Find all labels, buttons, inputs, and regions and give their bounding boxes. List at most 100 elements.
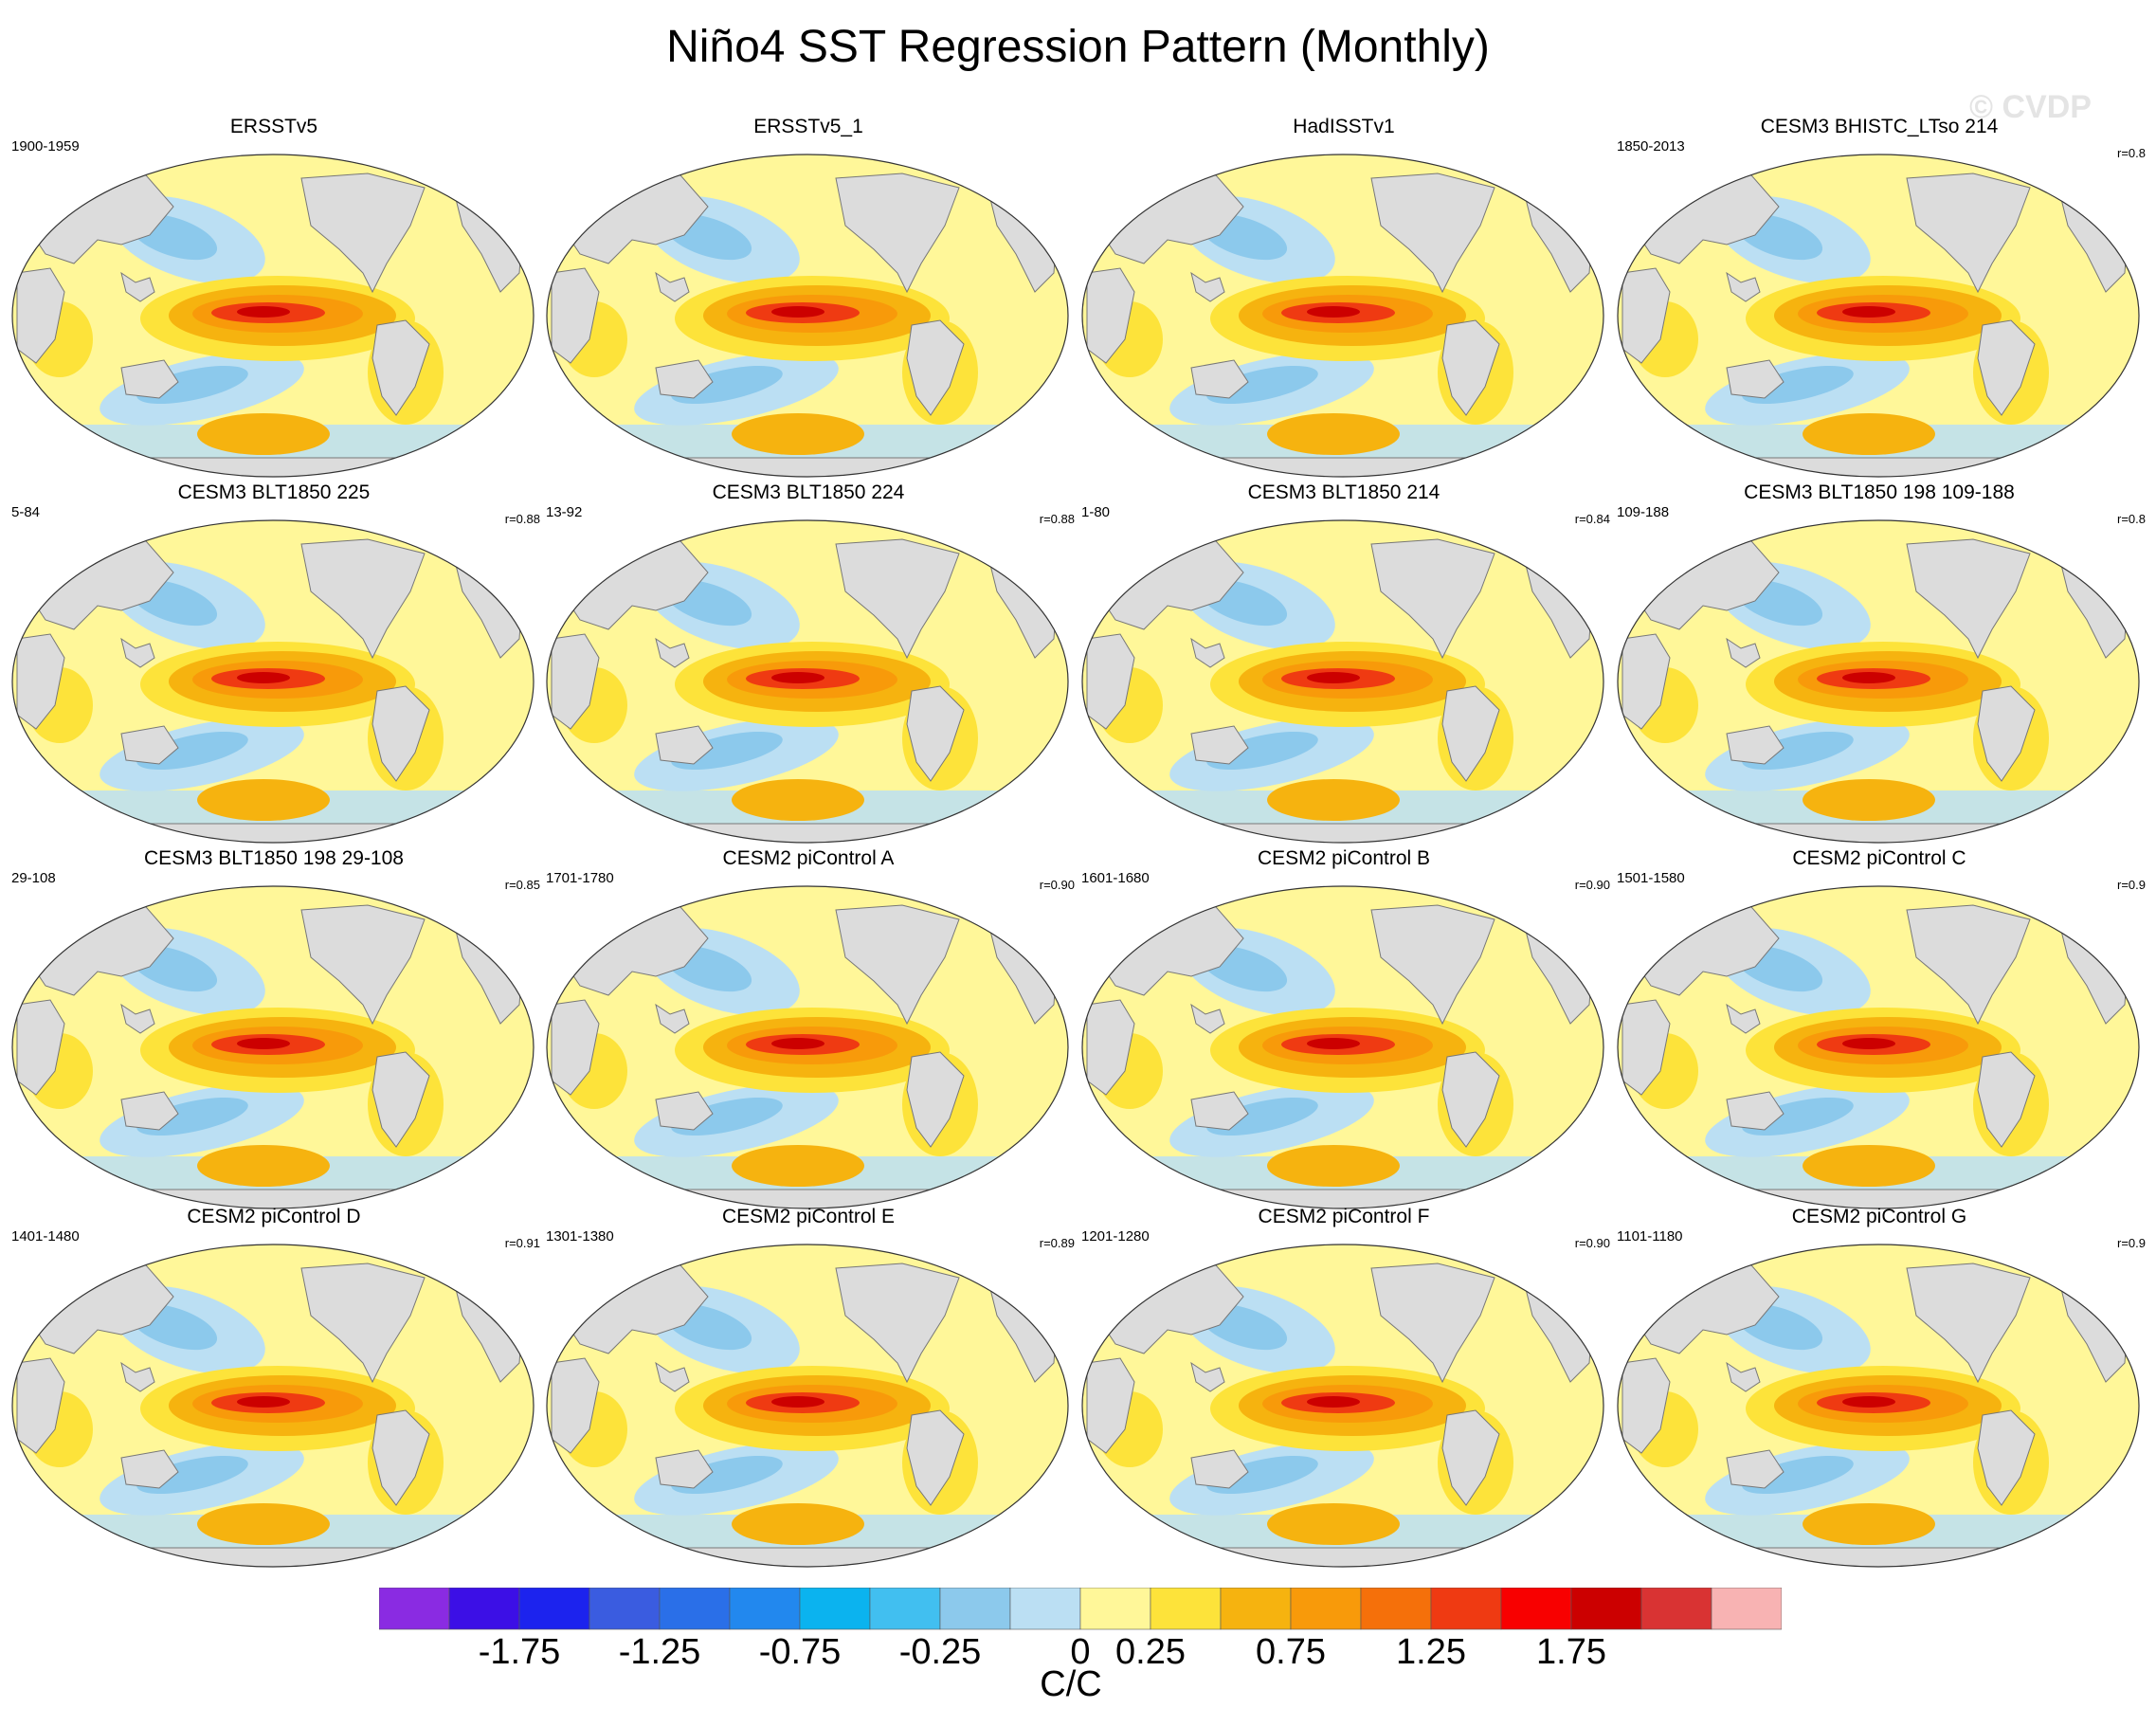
panel-title: CESM2 piControl E xyxy=(721,1206,896,1227)
map-border xyxy=(11,154,534,478)
colorbar-tick-label: 0.25 xyxy=(1115,1632,1186,1672)
map-panel: CESM3 BHISTC_LTso 214 1850-2013 r=0.8 xyxy=(1613,116,2146,485)
map-border xyxy=(1617,885,2140,1209)
colorbar xyxy=(379,1588,1782,1630)
north-america-land xyxy=(1906,1263,2031,1384)
map-panel: CESM2 piControl A 1701-1780 r=0.90 xyxy=(542,847,1075,1217)
panel-period: 1101-1180 xyxy=(1617,1228,1683,1245)
south-pacific-warm-lobe xyxy=(732,1503,864,1545)
colorbar-segment xyxy=(448,1588,520,1630)
australia-land xyxy=(1190,725,1249,765)
maritime-continent-land xyxy=(655,271,690,302)
south-pacific-cold-core xyxy=(671,731,783,771)
antarctica-land xyxy=(547,1547,1068,1567)
south-pacific-cold-core xyxy=(1206,365,1318,405)
colorbar-segment xyxy=(799,1588,871,1630)
map-panel: CESM3 BLT1850 198 29-108 29-108 r=0.85 xyxy=(8,847,540,1217)
equatorial-tongue-peak xyxy=(1307,1396,1360,1408)
map-panel: ERSSTv5_1 xyxy=(542,116,1075,485)
equatorial-tongue-peak xyxy=(1842,306,1895,318)
south-pacific-warm-lobe xyxy=(732,1145,864,1187)
north-america-land xyxy=(1906,173,2031,294)
panel-period: 109-188 xyxy=(1617,504,1670,520)
panel-title: CESM2 piControl C xyxy=(1792,847,1966,869)
panel-correlation: r=0.9 xyxy=(2117,1236,2146,1250)
map-panel: HadISSTv1 xyxy=(1078,116,1610,485)
colorbar-tick-label: 0 xyxy=(1070,1632,1091,1672)
south-america-land xyxy=(906,685,965,782)
south-pacific-warm-lobe xyxy=(1803,1503,1935,1545)
south-pacific-warm-lobe xyxy=(197,1145,330,1187)
panel-correlation: r=0.90 xyxy=(1574,1236,1610,1250)
equatorial-tongue-peak xyxy=(1842,1038,1895,1049)
south-pacific-cold-core xyxy=(136,1455,248,1495)
panel-period: 1501-1580 xyxy=(1617,870,1685,886)
colorbar-segment xyxy=(939,1588,1011,1630)
south-america-land xyxy=(371,319,430,416)
colorbar-tick-label: 0.75 xyxy=(1256,1632,1326,1672)
map-panel: CESM2 piControl C 1501-1580 r=0.9 xyxy=(1613,847,2146,1217)
panel-correlation: r=0.9 xyxy=(2117,878,2146,892)
australia-land xyxy=(120,725,179,765)
panel-title: CESM3 BLT1850 198 109-188 xyxy=(1744,481,2015,503)
north-america-land xyxy=(835,904,960,1026)
sst-regression-map xyxy=(11,885,534,1209)
south-america-land xyxy=(371,685,430,782)
equatorial-tongue-peak xyxy=(237,1396,290,1408)
panel-period: 13-92 xyxy=(546,504,583,520)
equatorial-tongue-peak xyxy=(771,306,824,318)
south-pacific-cold-core xyxy=(1742,365,1854,405)
north-america-land xyxy=(1906,904,2031,1026)
equatorial-tongue-peak xyxy=(771,1038,824,1049)
sst-regression-map xyxy=(546,519,1069,844)
sst-regression-map xyxy=(546,885,1069,1209)
sst-regression-map xyxy=(1617,885,2140,1209)
map-border xyxy=(1081,519,1604,844)
australia-land xyxy=(1190,359,1249,399)
south-pacific-cold-core xyxy=(1742,1455,1854,1495)
colorbar-tick-label: -1.25 xyxy=(618,1632,701,1672)
map-panel: CESM2 piControl G 1101-1180 r=0.9 xyxy=(1613,1206,2146,1575)
sst-regression-map xyxy=(546,1244,1069,1568)
panel-correlation: r=0.8 xyxy=(2117,146,2146,160)
sst-regression-map xyxy=(11,519,534,844)
colorbar-tick-label: 1.75 xyxy=(1536,1632,1606,1672)
south-america-land xyxy=(1977,1051,2036,1148)
maritime-continent-land xyxy=(1190,637,1225,668)
australia-land xyxy=(1190,1449,1249,1489)
colorbar-segment xyxy=(1079,1588,1151,1630)
equatorial-tongue-peak xyxy=(237,1038,290,1049)
colorbar-segment xyxy=(1430,1588,1502,1630)
equatorial-tongue-peak xyxy=(1307,1038,1360,1049)
south-america-land xyxy=(906,1409,965,1506)
antarctica-land xyxy=(547,823,1068,843)
australia-land xyxy=(120,359,179,399)
south-america-land xyxy=(1441,1051,1500,1148)
antarctica-land xyxy=(1618,823,2139,843)
map-panel: CESM3 BLT1850 225 5-84 r=0.88 xyxy=(8,481,540,851)
north-america-land xyxy=(1370,904,1495,1026)
colorbar-segment xyxy=(1711,1588,1782,1630)
sst-regression-map xyxy=(1617,1244,2140,1568)
south-america-land xyxy=(1441,685,1500,782)
equatorial-tongue-peak xyxy=(237,672,290,683)
south-pacific-warm-lobe xyxy=(1803,779,1935,821)
antarctica-land xyxy=(1082,823,1603,843)
map-border xyxy=(1081,1244,1604,1568)
antarctica-land xyxy=(1618,457,2139,477)
panel-period: 1701-1780 xyxy=(546,870,614,886)
north-america-land xyxy=(1370,538,1495,660)
map-panel: ERSSTv5 1900-1959 xyxy=(8,116,540,485)
south-pacific-warm-lobe xyxy=(197,413,330,455)
south-pacific-cold-core xyxy=(1742,731,1854,771)
map-border xyxy=(1617,1244,2140,1568)
south-pacific-cold-core xyxy=(1742,1097,1854,1136)
panel-period: 5-84 xyxy=(11,504,41,520)
north-america-land xyxy=(300,538,426,660)
panel-title: CESM3 BLT1850 224 xyxy=(712,481,905,503)
south-pacific-warm-lobe xyxy=(1267,1503,1400,1545)
south-pacific-warm-lobe xyxy=(1803,413,1935,455)
north-america-land xyxy=(300,1263,426,1384)
south-pacific-cold-core xyxy=(671,1455,783,1495)
panel-correlation: r=0.88 xyxy=(504,512,540,526)
